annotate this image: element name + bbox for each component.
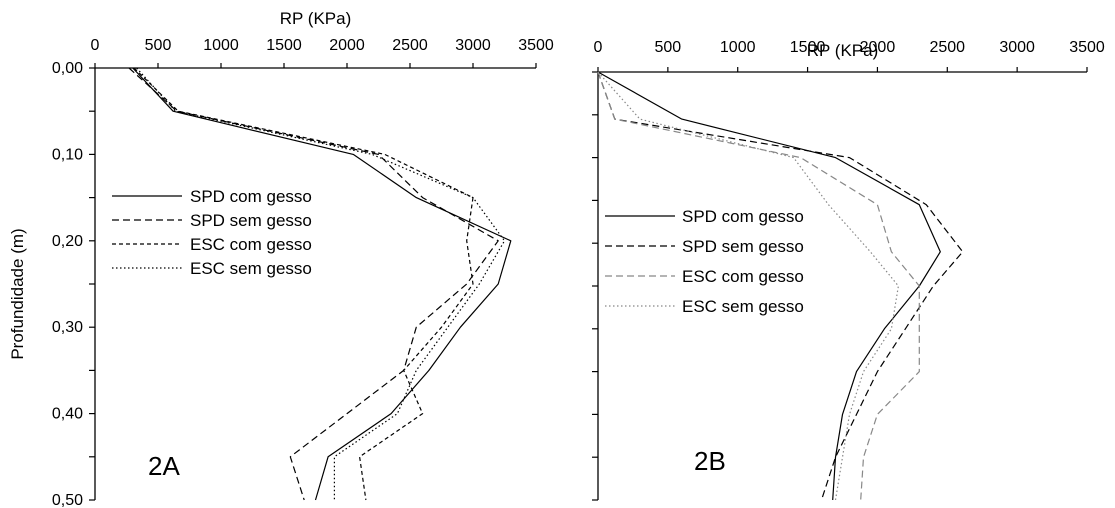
x-tick-label: 3000 bbox=[999, 39, 1035, 56]
y-tick-label: 0,50 bbox=[52, 492, 83, 508]
x-axis-title: RP (KPa) bbox=[807, 41, 879, 60]
y-tick-label: 0,10 bbox=[52, 146, 83, 163]
series-line-3 bbox=[133, 67, 474, 501]
legend-label-4: ESC sem gesso bbox=[682, 297, 804, 316]
x-tick-label: 2500 bbox=[929, 39, 965, 56]
y-tick-label: 0,40 bbox=[52, 406, 83, 423]
x-tick-label: 1500 bbox=[266, 37, 302, 54]
chart-panel-2B: 0 500 1000 1500 2000 2500 3000 3500 RP (KPa) SPD … bbox=[592, 39, 1105, 501]
series-line-1 bbox=[132, 67, 512, 501]
series-line-2 bbox=[597, 71, 964, 501]
x-tick-label: 3500 bbox=[518, 37, 554, 54]
x-tick-label: 2000 bbox=[860, 39, 896, 56]
series-line-3 bbox=[597, 71, 920, 501]
series-line-4 bbox=[136, 67, 506, 500]
x-axis-title: RP (KPa) bbox=[280, 9, 352, 28]
legend: SPD com gesso SPD sem gesso ESC com gesso E… bbox=[605, 207, 804, 316]
series-line-4 bbox=[597, 71, 900, 501]
y-tick-label: 0,30 bbox=[52, 319, 83, 336]
x-tick-label: 0 bbox=[594, 39, 603, 56]
y-tick-label: 0,20 bbox=[52, 233, 83, 250]
x-tick-label: 3000 bbox=[455, 37, 491, 54]
x-tick-label: 1000 bbox=[203, 37, 239, 54]
legend: SPD com gesso SPD sem gesso ESC com gesso E… bbox=[112, 187, 312, 278]
legend-label-2: SPD sem gesso bbox=[682, 237, 804, 256]
panel-label: 2B bbox=[694, 446, 726, 476]
x-tick-label: 1500 bbox=[790, 39, 826, 56]
legend-label-2: SPD sem gesso bbox=[190, 211, 312, 230]
series-line-1 bbox=[597, 71, 941, 501]
chart-panel-2A: 0 500 1000 1500 2000 2500 3000 3500 0,00 0,10 0,20… bbox=[8, 9, 554, 508]
y-axis-title: Profundidade (m) bbox=[8, 228, 27, 359]
legend-label-1: SPD com gesso bbox=[682, 207, 804, 226]
x-tick-label: 0 bbox=[91, 37, 100, 54]
legend-label-3: ESC com gesso bbox=[190, 235, 312, 254]
series-line-2 bbox=[128, 67, 499, 501]
x-tick-label: 500 bbox=[655, 39, 682, 56]
legend-label-4: ESC sem gesso bbox=[190, 259, 312, 278]
x-tick-label: 3500 bbox=[1069, 39, 1105, 56]
x-tick-label: 2500 bbox=[392, 37, 428, 54]
x-tick-label: 1000 bbox=[720, 39, 756, 56]
legend-label-3: ESC com gesso bbox=[682, 267, 804, 286]
y-tick-label: 0,00 bbox=[52, 60, 83, 77]
x-tick-label: 500 bbox=[145, 37, 172, 54]
x-tick-label: 2000 bbox=[329, 37, 365, 54]
panel-label: 2A bbox=[148, 451, 180, 481]
legend-label-1: SPD com gesso bbox=[190, 187, 312, 206]
